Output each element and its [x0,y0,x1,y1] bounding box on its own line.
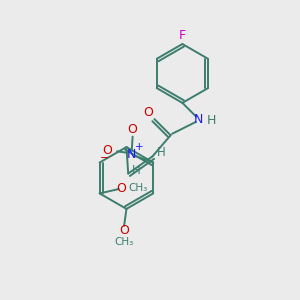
Text: −: − [99,153,109,163]
Text: O: O [143,106,153,119]
Text: H: H [157,146,166,159]
Text: H: H [132,164,141,176]
Text: N: N [194,112,203,126]
Text: CH₃: CH₃ [115,237,134,247]
Text: F: F [179,29,186,42]
Text: CH₃: CH₃ [128,183,148,193]
Text: O: O [102,144,112,157]
Text: O: O [128,123,137,136]
Text: O: O [119,224,129,237]
Text: H: H [206,114,216,127]
Text: O: O [116,182,126,195]
Text: N: N [126,148,136,161]
Text: +: + [135,142,144,152]
